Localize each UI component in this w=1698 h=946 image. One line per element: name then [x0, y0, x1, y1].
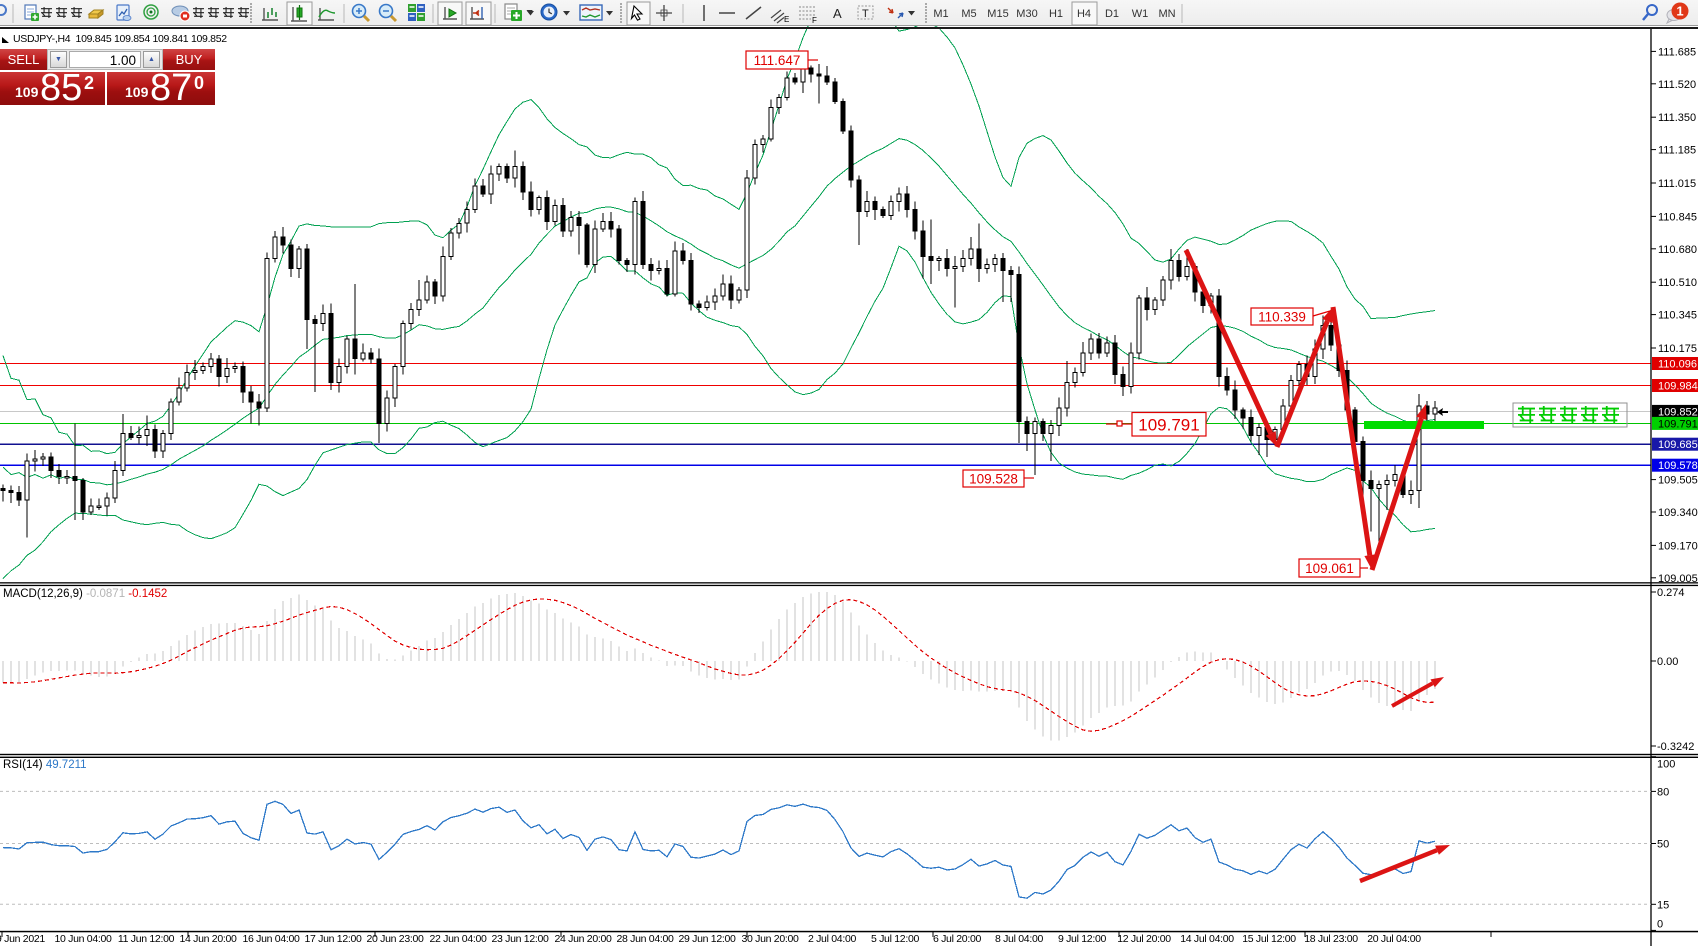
svg-text:111.685: 111.685 — [1658, 46, 1696, 58]
svg-text:109.005: 109.005 — [1658, 573, 1698, 585]
svg-text:109.984: 109.984 — [1658, 381, 1698, 393]
svg-text:T: T — [862, 8, 869, 20]
svg-text:111.647: 111.647 — [754, 53, 801, 68]
svg-text:MACD(12,26,9) -0.0871 -0.1452: MACD(12,26,9) -0.0871 -0.1452 — [3, 588, 167, 600]
svg-text:110.345: 110.345 — [1658, 310, 1697, 322]
svg-text:30 Jun 20:00: 30 Jun 20:00 — [741, 933, 799, 945]
svg-text:109.852: 109.852 — [1658, 406, 1698, 418]
svg-text:E: E — [784, 15, 789, 24]
svg-text:50: 50 — [1657, 839, 1669, 851]
svg-text:F: F — [812, 16, 817, 25]
svg-text:9 Jun 2021: 9 Jun 2021 — [0, 933, 45, 945]
svg-text:1: 1 — [1676, 4, 1683, 19]
svg-text:20 Jul 04:00: 20 Jul 04:00 — [1367, 933, 1421, 945]
svg-text:110.845: 110.845 — [1658, 211, 1697, 223]
svg-text:28 Jun 04:00: 28 Jun 04:00 — [616, 933, 674, 945]
svg-text:15: 15 — [1657, 899, 1669, 911]
svg-text:H1: H1 — [1049, 8, 1063, 20]
svg-text:D1: D1 — [1105, 8, 1119, 20]
svg-text:111.015: 111.015 — [1658, 178, 1696, 190]
svg-text:109.791: 109.791 — [1138, 415, 1199, 434]
svg-text:12 Jul 20:00: 12 Jul 20:00 — [1117, 933, 1171, 945]
svg-text:110.175: 110.175 — [1658, 343, 1697, 355]
svg-text:24 Jun 20:00: 24 Jun 20:00 — [554, 933, 612, 945]
svg-text:110.680: 110.680 — [1658, 244, 1697, 256]
svg-text:-0.3242: -0.3242 — [1657, 741, 1694, 753]
svg-text:109.791: 109.791 — [1658, 418, 1698, 430]
svg-text:111.350: 111.350 — [1658, 112, 1696, 124]
svg-text:10 Jun 04:00: 10 Jun 04:00 — [54, 933, 112, 945]
svg-text:110.096: 110.096 — [1658, 359, 1697, 371]
svg-text:111.185: 111.185 — [1658, 145, 1696, 157]
svg-text:16 Jun 04:00: 16 Jun 04:00 — [242, 933, 300, 945]
svg-text:M30: M30 — [1016, 8, 1037, 20]
svg-text:M15: M15 — [987, 8, 1008, 20]
svg-text:0.00: 0.00 — [1657, 656, 1678, 668]
svg-text:9 Jul 12:00: 9 Jul 12:00 — [1058, 933, 1107, 945]
svg-text:15 Jul 12:00: 15 Jul 12:00 — [1242, 933, 1296, 945]
svg-text:109.170: 109.170 — [1658, 540, 1698, 552]
svg-text:111.520: 111.520 — [1658, 79, 1696, 91]
svg-text:18 Jul 23:00: 18 Jul 23:00 — [1304, 933, 1358, 945]
svg-text:0.274: 0.274 — [1657, 587, 1685, 599]
svg-text:5 Jul 12:00: 5 Jul 12:00 — [871, 933, 920, 945]
svg-text:6 Jul 20:00: 6 Jul 20:00 — [933, 933, 982, 945]
svg-text:17 Jun 12:00: 17 Jun 12:00 — [304, 933, 362, 945]
svg-text:110.510: 110.510 — [1658, 277, 1697, 289]
svg-text:0: 0 — [1657, 918, 1663, 930]
svg-text:14 Jul 04:00: 14 Jul 04:00 — [1180, 933, 1234, 945]
svg-text:23 Jun 12:00: 23 Jun 12:00 — [491, 933, 549, 945]
svg-text:2 Jul 04:00: 2 Jul 04:00 — [808, 933, 857, 945]
svg-text:USDJPY-,H4 109.845 109.854 10: USDJPY-,H4 109.845 109.854 109.841 109.8… — [13, 33, 227, 45]
svg-text:22 Jun 04:00: 22 Jun 04:00 — [429, 933, 487, 945]
svg-text:100: 100 — [1657, 759, 1675, 771]
svg-text:109.685: 109.685 — [1658, 439, 1698, 451]
svg-text:109.505: 109.505 — [1658, 475, 1698, 487]
svg-text:109.578: 109.578 — [1658, 460, 1698, 472]
svg-text:A: A — [833, 6, 842, 21]
svg-text:20 Jun 23:00: 20 Jun 23:00 — [366, 933, 424, 945]
svg-text:29 Jun 12:00: 29 Jun 12:00 — [678, 933, 736, 945]
svg-text:M1: M1 — [933, 8, 948, 20]
svg-text:14 Jun 20:00: 14 Jun 20:00 — [179, 933, 237, 945]
svg-text:109.061: 109.061 — [1305, 561, 1354, 576]
svg-text:MN: MN — [1158, 8, 1175, 20]
svg-text:H4: H4 — [1077, 8, 1091, 20]
svg-text:W1: W1 — [1132, 8, 1149, 20]
svg-text:110.339: 110.339 — [1258, 309, 1306, 324]
svg-text:11 Jun 12:00: 11 Jun 12:00 — [118, 933, 175, 945]
svg-text:M5: M5 — [961, 8, 976, 20]
svg-text:109.340: 109.340 — [1658, 507, 1698, 519]
svg-text:8 Jul 04:00: 8 Jul 04:00 — [995, 933, 1044, 945]
svg-text:80: 80 — [1657, 786, 1669, 798]
svg-text:RSI(14) 49.7211: RSI(14) 49.7211 — [3, 759, 87, 771]
svg-text:109.528: 109.528 — [969, 471, 1018, 486]
